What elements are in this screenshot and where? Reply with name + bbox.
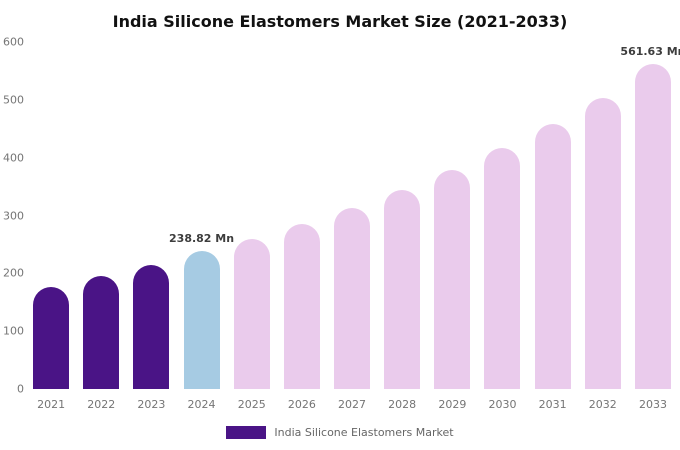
bar-2029[interactable] — [434, 169, 471, 389]
bar-slot — [377, 42, 427, 389]
y-tick-label: 300 — [3, 209, 24, 222]
bar-2030[interactable] — [484, 147, 521, 389]
chart-title: India Silicone Elastomers Market Size (2… — [112, 12, 568, 31]
y-tick-label: 600 — [3, 35, 24, 49]
x-tick-label: 2023 — [137, 398, 166, 411]
x-tick-label: 2021 — [37, 398, 66, 411]
legend-item[interactable]: India Silicone Elastomers Market — [0, 426, 680, 439]
bar-2025[interactable] — [233, 239, 270, 389]
bar-slot — [528, 42, 578, 389]
legend-label: India Silicone Elastomers Market — [274, 426, 454, 439]
bar-slot — [277, 42, 327, 389]
plot-area: 238.82 Mn 561.63 Mn — [26, 42, 680, 389]
bar-slot — [477, 42, 527, 389]
bar-2026[interactable] — [283, 224, 320, 389]
bar-slot: 561.63 Mn — [620, 42, 680, 389]
bar-slot: 238.82 Mn — [169, 42, 234, 389]
bar-2028[interactable] — [384, 190, 421, 389]
bar-2032[interactable] — [584, 98, 621, 389]
x-tick-label: 2031 — [538, 398, 567, 411]
x-tick-label: 2024 — [187, 398, 216, 411]
x-tick-label: 2028 — [388, 398, 417, 411]
y-tick-label: 0 — [17, 382, 24, 396]
x-tick-label: 2025 — [237, 398, 266, 411]
legend-marker — [226, 426, 267, 439]
bar-slot — [26, 42, 76, 389]
plot-wrap: 0 100 200 300 400 500 600 238.82 Mn 561.63 Mn — [3, 37, 680, 395]
bar-slot — [227, 42, 277, 389]
bar-2021[interactable] — [33, 287, 70, 389]
bar-2027[interactable] — [334, 207, 371, 389]
bar-2031[interactable] — [534, 124, 571, 389]
bar-slot — [76, 42, 126, 389]
bar-value-label: 561.63 Mn — [620, 45, 680, 59]
x-tick-label: 2030 — [488, 398, 517, 411]
bar-slot — [427, 42, 477, 389]
y-tick-label: 500 — [3, 93, 24, 107]
y-tick-label: 400 — [3, 151, 24, 165]
bar-2033[interactable] — [634, 64, 671, 389]
bar-slot — [578, 42, 628, 389]
bar-2024[interactable] — [183, 250, 220, 389]
x-tick-label: 2032 — [588, 398, 617, 411]
bar-slot — [327, 42, 377, 389]
bar-value-label: 238.82 Mn — [169, 231, 235, 245]
x-tick-label: 2026 — [287, 398, 316, 411]
x-axis: 2021 2022 2023 2024 2025 2026 2027 2028 2029 2030… — [26, 398, 678, 411]
x-tick-label: 2027 — [338, 398, 367, 411]
y-tick-label: 100 — [3, 324, 24, 338]
y-tick-label: 200 — [3, 266, 24, 280]
bar-2022[interactable] — [83, 276, 120, 389]
bar-2023[interactable] — [133, 265, 170, 389]
bar-slot — [126, 42, 176, 389]
y-axis: 0 100 200 300 400 500 600 — [3, 37, 26, 395]
x-tick-label: 2033 — [638, 398, 667, 411]
x-tick-label: 2029 — [438, 398, 467, 411]
x-tick-label: 2022 — [87, 398, 116, 411]
